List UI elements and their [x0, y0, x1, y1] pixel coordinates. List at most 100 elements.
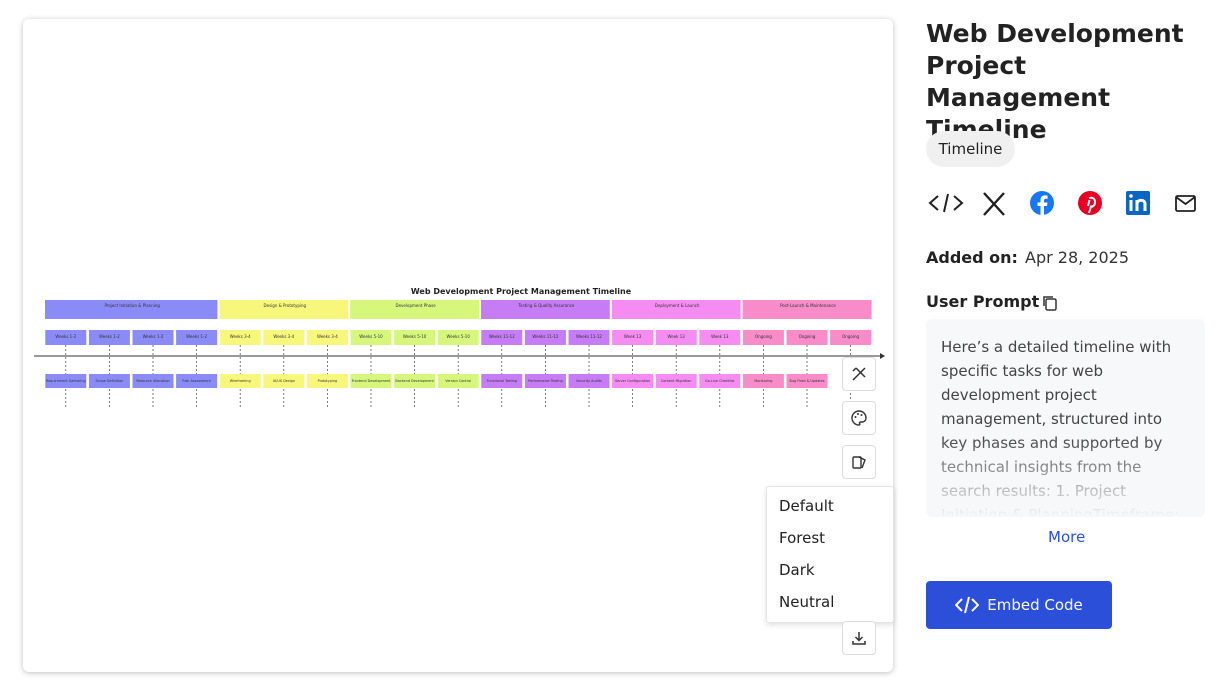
- theme-menu: Default Forest Dark Neutral: [766, 486, 894, 623]
- prompt-label: User Prompt: [926, 292, 1040, 311]
- phase-label: Post-Launch & Maintenance: [780, 303, 836, 308]
- task-label: Content Migration: [661, 379, 692, 383]
- more-link[interactable]: More: [1048, 528, 1086, 546]
- task-box: [394, 374, 436, 388]
- week-box: [45, 330, 87, 345]
- task-label: Security Audits: [576, 379, 602, 383]
- tag[interactable]: Timeline: [926, 131, 1015, 167]
- share-icons: [928, 191, 1196, 216]
- task-label: Server Configuration: [615, 379, 650, 383]
- task-label: Requirement Gathering: [46, 379, 86, 383]
- task-box: [568, 374, 610, 388]
- theme-option[interactable]: Forest: [779, 529, 826, 547]
- week-label: Weeks 11-12: [532, 334, 558, 339]
- palette-button[interactable]: [842, 401, 876, 435]
- week-box: [612, 330, 654, 345]
- task-box: [263, 374, 305, 388]
- task-box: [655, 374, 697, 388]
- task-label: Go-Live Checklist: [705, 379, 735, 383]
- phase-bar: [45, 300, 218, 319]
- diagram-card: Web Development Project Management Timel…: [23, 19, 893, 672]
- week-box: [742, 330, 784, 345]
- mail-icon[interactable]: [1175, 195, 1196, 212]
- week-label: Weeks 3-4: [317, 334, 338, 339]
- week-label: Weeks 1-2: [55, 334, 76, 339]
- x-icon[interactable]: [983, 192, 1005, 216]
- task-label: UI/UX Design: [273, 379, 295, 383]
- week-label: Weeks 3-4: [230, 334, 251, 339]
- tool-button[interactable]: [842, 357, 876, 391]
- phase-label: Project Initiation & Planning: [104, 303, 160, 308]
- pinterest-icon[interactable]: [1078, 191, 1102, 215]
- task-label: Prototyping: [318, 379, 338, 383]
- task-box: [176, 374, 218, 388]
- week-box: [786, 330, 828, 345]
- week-box: [437, 330, 479, 345]
- phase-label: Development Phase: [396, 303, 437, 308]
- task-label: Resource Allocation: [136, 379, 169, 383]
- task-label: Monitoring: [754, 379, 772, 383]
- diagram-title: Web Development Project Management Timel…: [411, 287, 632, 296]
- phase-label: Deployment & Launch: [655, 303, 700, 308]
- embed-button[interactable]: Embed Code: [926, 581, 1112, 629]
- embed-label: Embed Code: [987, 596, 1083, 614]
- added-date: Apr 28, 2025: [1025, 248, 1130, 267]
- axis-arrow: [880, 353, 885, 359]
- week-label: Weeks 1-2: [99, 334, 120, 339]
- task-box: [306, 374, 348, 388]
- week-box: [350, 330, 392, 345]
- task-box: [699, 374, 741, 388]
- task-label: Risk Assessment: [182, 379, 211, 383]
- week-label: Weeks 5-10: [403, 334, 427, 339]
- phase-bar: [350, 300, 479, 319]
- phase-label: Testing & Quality Assurance: [517, 303, 575, 308]
- theme-option[interactable]: Default: [779, 497, 834, 515]
- week-box: [176, 330, 218, 345]
- week-label: Weeks 5-10: [359, 334, 383, 339]
- phase-bar: [742, 300, 872, 319]
- copy-icon[interactable]: [1041, 294, 1059, 312]
- week-box: [263, 330, 305, 345]
- download-button[interactable]: [842, 621, 876, 655]
- phase-bar: [611, 300, 741, 319]
- week-label: Weeks 3-4: [273, 334, 294, 339]
- task-label: Wireframing: [230, 379, 251, 383]
- task-label: Functional Testing: [487, 379, 517, 383]
- theme-option[interactable]: Dark: [779, 561, 815, 579]
- diagram: Web Development Project Management Timel…: [34, 287, 885, 407]
- week-box: [481, 330, 523, 345]
- week-box: [524, 330, 566, 345]
- week-label: Weeks 5-10: [446, 334, 470, 339]
- week-box: [219, 330, 261, 345]
- week-box: [394, 330, 436, 345]
- task-box: [786, 374, 828, 388]
- week-label: Weeks 1-2: [186, 334, 207, 339]
- task-label: Backend Development: [395, 379, 434, 383]
- week-label: Week 13: [711, 334, 729, 339]
- page-title: Web Development Project Management Timel…: [926, 19, 1184, 144]
- theme-option[interactable]: Neutral: [779, 593, 835, 611]
- added-label: Added on:: [926, 248, 1018, 267]
- phase-label: Design & Prototyping: [264, 303, 307, 308]
- embed-icon[interactable]: [928, 193, 964, 213]
- prompt-box: Here’s a detailed timeline with specific…: [926, 319, 1205, 517]
- task-box: [350, 374, 392, 388]
- task-box: [45, 374, 87, 388]
- task-box: [524, 374, 566, 388]
- task-box: [742, 374, 784, 388]
- task-label: Performance Testing: [528, 379, 562, 383]
- week-label: Ongoing: [755, 334, 772, 339]
- task-box: [219, 374, 261, 388]
- task-box: [437, 374, 479, 388]
- task-box: [612, 374, 654, 388]
- task-label: Frontend Development: [352, 379, 392, 383]
- week-box: [132, 330, 174, 345]
- week-label: Ongoing: [842, 334, 859, 339]
- week-box: [88, 330, 130, 345]
- theme-button[interactable]: [842, 445, 876, 479]
- week-label: Week 13: [668, 334, 686, 339]
- week-box: [699, 330, 741, 345]
- phase-bar: [219, 300, 349, 319]
- week-label: Ongoing: [799, 334, 816, 339]
